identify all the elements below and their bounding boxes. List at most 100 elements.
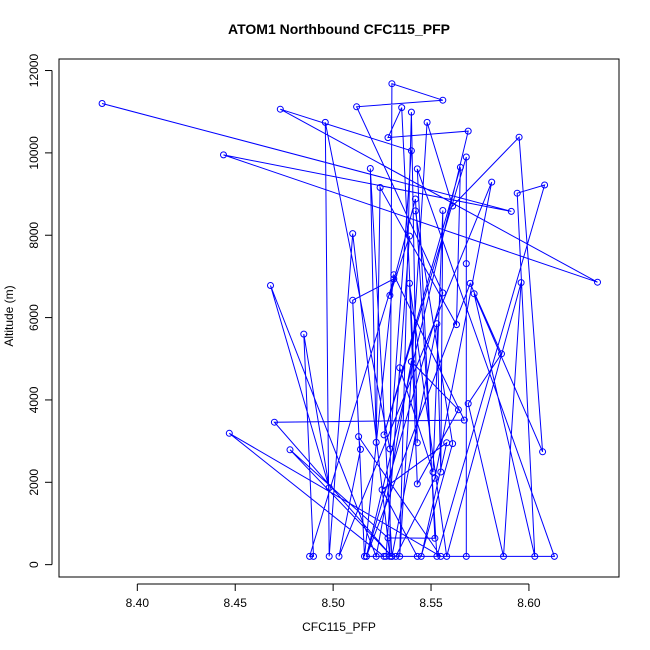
- series-line: [101, 83, 598, 559]
- y-axis: 0 2000 4000 6000 8000 10000 12000: [27, 54, 53, 568]
- data-point: [372, 438, 380, 446]
- data-point: [286, 446, 294, 454]
- data-point: [453, 321, 460, 329]
- data-point: [413, 480, 421, 488]
- data-point: [335, 552, 343, 560]
- data-point: [449, 202, 457, 210]
- data-point: [454, 406, 462, 414]
- data-point: [429, 468, 437, 476]
- data-point: [513, 189, 521, 197]
- data-point: [380, 552, 388, 560]
- data-point: [413, 439, 421, 447]
- data-point: [439, 96, 447, 104]
- chart-title: ATOM1 Northbound CFC115_PFP: [228, 21, 450, 37]
- data-point: [417, 552, 425, 560]
- y-tick-label: 6000: [27, 304, 41, 331]
- data-point: [437, 552, 445, 560]
- data-point: [384, 134, 392, 142]
- data-point: [392, 552, 400, 560]
- data-point: [423, 118, 431, 126]
- data-point: [225, 429, 233, 437]
- data-point: [464, 400, 472, 408]
- data-point: [321, 118, 329, 126]
- y-tick-label: 10000: [27, 136, 41, 170]
- data-point: [386, 445, 394, 453]
- data-point: [437, 468, 445, 476]
- data-point: [362, 552, 370, 560]
- data-point: [380, 431, 388, 439]
- data-point: [396, 364, 404, 372]
- data-point: [390, 271, 398, 279]
- data-point: [431, 534, 439, 542]
- data-point: [541, 181, 549, 189]
- data-point: [515, 133, 523, 141]
- data-point: [411, 207, 419, 215]
- x-tick-label: 8.50: [321, 596, 345, 610]
- data-point: [594, 278, 601, 286]
- data-point: [398, 104, 406, 112]
- data-point: [462, 260, 470, 268]
- data-point: [466, 279, 474, 287]
- data-point: [407, 108, 415, 116]
- y-axis-label: Altitude (m): [2, 285, 16, 346]
- x-tick-label: 8.60: [517, 596, 541, 610]
- data-point: [460, 416, 468, 424]
- data-point: [386, 291, 394, 299]
- x-tick-label: 8.45: [224, 596, 248, 610]
- data-point: [300, 330, 308, 338]
- data-point: [357, 445, 364, 453]
- data-point: [276, 105, 284, 113]
- x-axis-label: CFC115_PFP: [302, 620, 376, 634]
- data-point: [390, 275, 398, 283]
- data-point: [470, 290, 478, 298]
- data-point: [500, 552, 507, 560]
- data-point: [267, 282, 274, 289]
- data-point: [539, 448, 547, 456]
- data-point: [355, 433, 363, 441]
- data-point: [372, 552, 380, 560]
- data-point: [462, 153, 470, 161]
- data-point: [488, 178, 496, 186]
- data-point: [366, 165, 374, 172]
- data-point: [384, 534, 392, 542]
- data-point: [462, 552, 470, 560]
- data-point: [220, 151, 227, 159]
- data-point: [431, 474, 439, 482]
- data-point: [517, 279, 525, 287]
- data-point: [388, 552, 396, 560]
- data-point: [407, 358, 415, 366]
- data-point: [507, 207, 515, 215]
- data-point: [406, 279, 413, 287]
- data-point: [413, 552, 421, 560]
- series-layer: [98, 80, 601, 560]
- data-point: [456, 163, 464, 171]
- data-point: [349, 230, 357, 238]
- x-tick-label: 8.40: [126, 596, 150, 610]
- plot-frame: [58, 58, 620, 578]
- y-tick-label: 12000: [27, 54, 41, 88]
- data-point: [396, 552, 404, 560]
- data-point: [388, 80, 396, 88]
- data-point: [376, 184, 384, 191]
- data-point: [306, 552, 314, 560]
- data-point: [433, 320, 441, 328]
- data-point: [325, 552, 333, 560]
- y-tick-label: 4000: [27, 386, 41, 413]
- data-point: [413, 165, 421, 173]
- data-point: [98, 100, 106, 107]
- data-point: [498, 350, 505, 358]
- data-point: [353, 103, 361, 111]
- data-point: [361, 552, 368, 560]
- data-point: [349, 296, 357, 304]
- data-point: [270, 418, 278, 426]
- data-point: [411, 195, 419, 203]
- y-tick-label: 0: [27, 561, 41, 568]
- data-point: [531, 552, 539, 560]
- x-axis: 8.40 8.45 8.50 8.55 8.60: [126, 583, 541, 610]
- data-point: [310, 552, 317, 560]
- y-tick-label: 8000: [27, 222, 41, 249]
- data-point: [449, 440, 457, 448]
- x-tick-label: 8.55: [419, 596, 443, 610]
- data-point: [406, 232, 413, 240]
